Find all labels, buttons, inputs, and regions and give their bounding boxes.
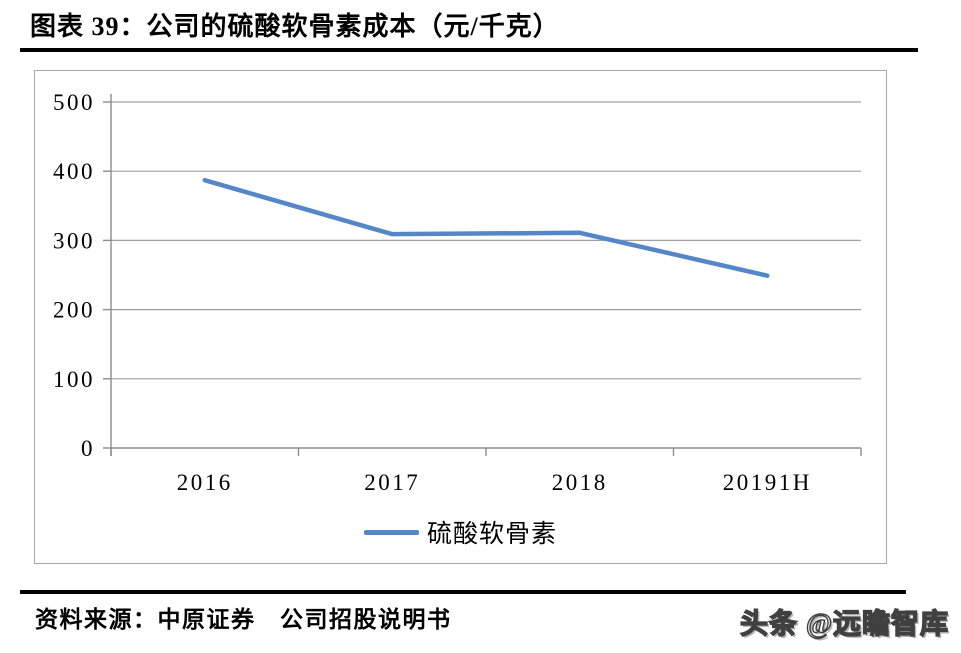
line-chart: 0 100 200 300 400 500 2016 2017 2018 20191H (53, 90, 862, 495)
source-note: 资料来源：中原证券 公司招股说明书 (35, 607, 452, 632)
y-axis-tick-label: 100 (53, 367, 95, 392)
x-axis-tick-label: 2017 (364, 470, 420, 495)
x-axis-tick-label: 2018 (552, 470, 608, 495)
x-axis-tick-label: 2016 (177, 470, 233, 495)
y-axis-tick-label: 0 (81, 436, 95, 461)
series-line (202, 177, 770, 278)
y-axis-tick-label: 400 (53, 159, 95, 184)
y-axis-tick-label: 500 (53, 90, 95, 115)
watermark: 头条 @远瞻智库 (739, 608, 949, 640)
x-axis-tick-label: 20191H (723, 470, 812, 495)
figure-title: 图表 39：公司的硫酸软骨素成本（元/千克） (30, 12, 560, 41)
bottom-divider (20, 590, 906, 594)
chart-frame: 0 100 200 300 400 500 2016 2017 2018 20191H 硫酸软骨素 (34, 70, 887, 564)
y-axis-tick-label: 200 (53, 298, 95, 323)
title-divider (20, 48, 918, 52)
chart-legend: 硫酸软骨素 (35, 514, 886, 550)
legend-label: 硫酸软骨素 (426, 521, 557, 548)
legend-line-swatch (363, 529, 419, 535)
y-axis-tick-label: 300 (53, 228, 95, 253)
